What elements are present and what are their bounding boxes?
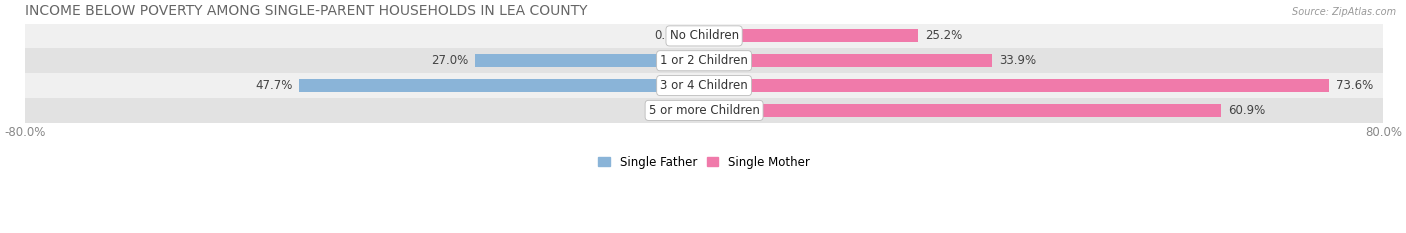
Text: 33.9%: 33.9% [998,54,1036,67]
Bar [697,29,704,42]
Text: 60.9%: 60.9% [1227,104,1265,117]
Text: No Children: No Children [669,29,738,42]
Bar [475,54,704,67]
Bar [704,104,1222,117]
Text: 73.6%: 73.6% [1336,79,1374,92]
Legend: Single Father, Single Mother: Single Father, Single Mother [599,156,810,168]
Bar [704,79,1329,92]
Text: 25.2%: 25.2% [925,29,962,42]
Text: Source: ZipAtlas.com: Source: ZipAtlas.com [1292,7,1396,17]
Text: INCOME BELOW POVERTY AMONG SINGLE-PARENT HOUSEHOLDS IN LEA COUNTY: INCOME BELOW POVERTY AMONG SINGLE-PARENT… [25,4,588,18]
Text: 47.7%: 47.7% [254,79,292,92]
Bar [25,48,1384,73]
Text: 0.0%: 0.0% [668,104,697,117]
Text: 5 or more Children: 5 or more Children [648,104,759,117]
Bar [25,98,1384,123]
Text: 1 or 2 Children: 1 or 2 Children [661,54,748,67]
Bar [704,29,918,42]
Text: 27.0%: 27.0% [430,54,468,67]
Text: 3 or 4 Children: 3 or 4 Children [661,79,748,92]
Text: 0.75%: 0.75% [654,29,690,42]
Bar [299,79,704,92]
Bar [25,24,1384,48]
Bar [25,73,1384,98]
Bar [704,54,991,67]
